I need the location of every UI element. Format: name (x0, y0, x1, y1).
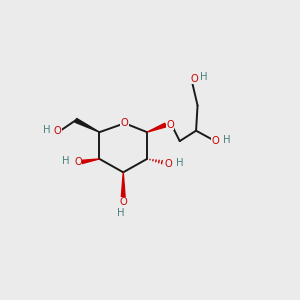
Text: H: H (116, 208, 124, 218)
Text: H: H (223, 135, 230, 145)
Text: O: O (165, 159, 172, 169)
Text: O: O (212, 136, 219, 146)
Text: O: O (74, 158, 82, 167)
Polygon shape (147, 123, 166, 132)
Text: O: O (190, 74, 198, 84)
Text: H: H (43, 125, 51, 135)
Polygon shape (78, 159, 100, 164)
Text: O: O (119, 197, 127, 207)
Text: O: O (166, 120, 174, 130)
Text: H: H (200, 72, 208, 82)
Text: O: O (121, 118, 129, 128)
Polygon shape (121, 172, 125, 198)
Text: H: H (176, 158, 184, 168)
Polygon shape (75, 118, 100, 132)
Text: O: O (54, 126, 61, 136)
Text: H: H (62, 156, 70, 166)
